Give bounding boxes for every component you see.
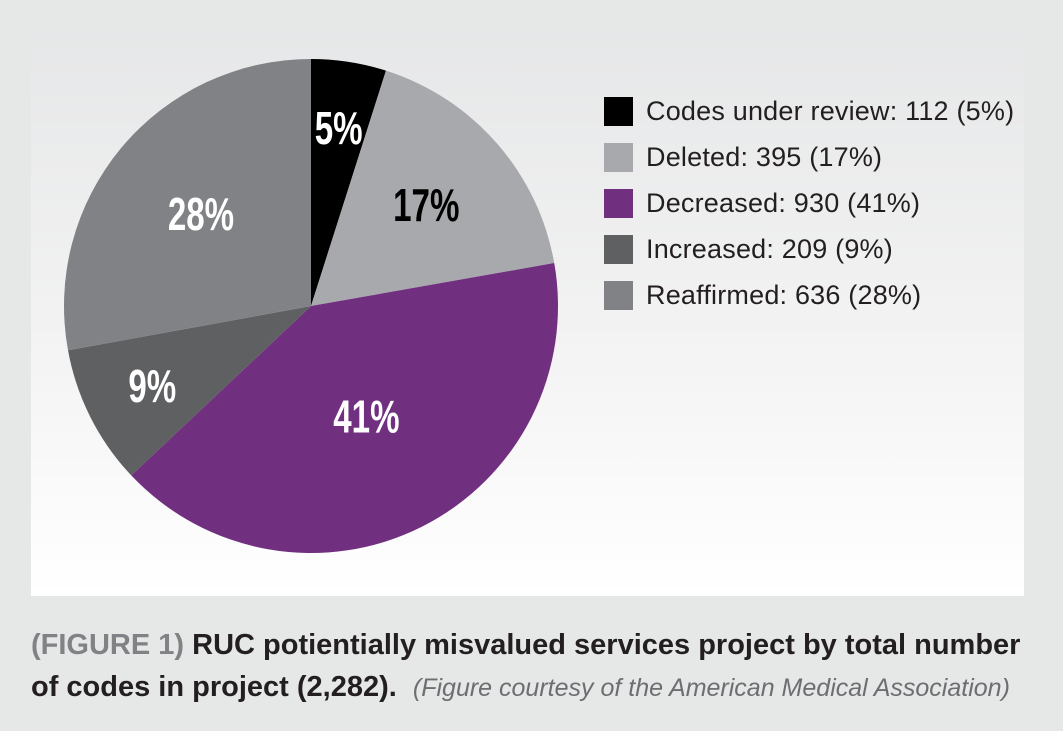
legend-swatch (604, 96, 633, 126)
slice-percent-label: 5% (315, 104, 363, 154)
legend-label: Decreased: 930 (41%) (646, 187, 921, 218)
slice-percent-label: 41% (333, 392, 399, 442)
caption-text: RUC potientially misvalued services proj… (31, 629, 1021, 703)
legend-swatch (604, 234, 633, 264)
legend-label: Deleted: 395 (17%) (646, 141, 883, 172)
legend-item-increased: Increased: 209 (9%) (604, 226, 1014, 272)
legend: Codes under review: 112 (5%) Deleted: 39… (604, 88, 1014, 318)
legend-item-codes-under-review: Codes under review: 112 (5%) (604, 88, 1014, 134)
legend-swatch (604, 188, 633, 218)
slice-percent-label: 28% (168, 190, 234, 240)
figure-caption: (FIGURE 1) RUC potientially misvalued se… (31, 624, 1031, 709)
legend-label: Reaffirmed: 636 (28%) (646, 279, 922, 310)
pie-slice-decreased (131, 263, 558, 553)
pie-slice-deleted (311, 70, 555, 306)
legend-swatch (604, 280, 633, 310)
pie-slice-reaffirmed (63, 59, 311, 351)
pie-slice-increased (68, 306, 311, 476)
legend-item-decreased: Decreased: 930 (41%) (604, 180, 1014, 226)
legend-label: Codes under review: 112 (5%) (646, 95, 1015, 126)
caption-credit: (Figure courtesy of the American Medical… (412, 674, 1010, 702)
legend-label: Increased: 209 (9%) (646, 233, 893, 264)
slice-percent-label: 17% (393, 181, 459, 231)
slice-percent-label: 9% (128, 362, 176, 412)
legend-item-deleted: Deleted: 395 (17%) (604, 134, 1014, 180)
pie-slice-codes-under-review (311, 59, 386, 306)
legend-item-reaffirmed: Reaffirmed: 636 (28%) (604, 272, 1014, 318)
figure-number: (FIGURE 1) (31, 629, 185, 661)
legend-swatch (604, 142, 633, 172)
